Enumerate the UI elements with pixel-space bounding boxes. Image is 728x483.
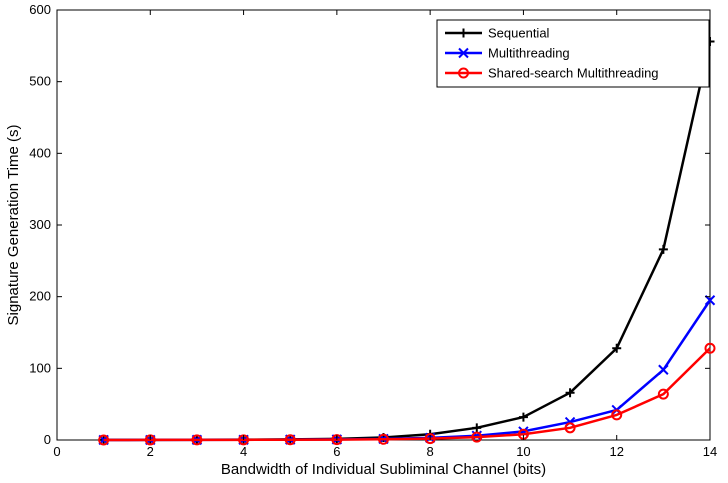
- data-point: [472, 423, 482, 433]
- data-point: [657, 388, 669, 400]
- series-layer: [98, 37, 716, 446]
- y-tick-label: 500: [29, 74, 51, 89]
- data-point: [564, 422, 576, 434]
- x-tick-label: 12: [609, 444, 623, 459]
- series-line: [103, 347, 711, 442]
- data-point: [191, 434, 203, 446]
- data-point: [612, 343, 622, 353]
- data-point: [424, 433, 436, 445]
- legend-label: Multithreading: [488, 46, 570, 61]
- legend-label: Sequential: [488, 26, 550, 41]
- data-point: [611, 409, 623, 421]
- data-point: [98, 434, 110, 446]
- legend-box: [436, 19, 710, 88]
- series-shared-search-multithreading: [98, 342, 716, 446]
- x-tick-label: 10: [516, 444, 530, 459]
- x-axis-label: Bandwidth of Individual Subliminal Chann…: [221, 461, 546, 478]
- data-point: [284, 434, 296, 446]
- x-tick-label: 0: [53, 444, 60, 459]
- y-tick-label: 0: [44, 432, 51, 447]
- legend-marker: [458, 67, 469, 79]
- x-tick-label: 14: [703, 444, 717, 459]
- data-point: [518, 412, 528, 422]
- data-point: [471, 431, 483, 443]
- x-tick-label: 8: [427, 444, 434, 459]
- data-point: [565, 388, 575, 398]
- x-tick-label: 2: [147, 444, 154, 459]
- legend-marker: [458, 47, 469, 59]
- legend-marker: [459, 28, 468, 38]
- legend: Sequential Multithreading Shared-search Mu…: [436, 19, 710, 88]
- series-line: [103, 41, 712, 442]
- y-axis-label: Signature Generation Time (s): [5, 125, 22, 326]
- x-tick-label: 6: [333, 444, 340, 459]
- tick-layer: 0 2 4 6 8 10 12 14 0 100 200 300 400 500 600: [29, 2, 717, 459]
- y-tick-label: 100: [29, 360, 51, 375]
- data-point: [378, 433, 389, 445]
- y-tick-label: 600: [29, 2, 51, 17]
- data-point: [658, 364, 669, 375]
- x-tick-label: 4: [240, 444, 247, 459]
- data-point: [704, 342, 716, 354]
- series-multithreading: [98, 295, 716, 446]
- y-tick-label: 400: [29, 145, 51, 160]
- series-sequential: [99, 37, 715, 445]
- y-tick-label: 300: [29, 217, 51, 232]
- data-point: [704, 295, 716, 306]
- y-tick-label: 200: [29, 289, 51, 304]
- data-point: [658, 244, 668, 254]
- legend-label: Shared-search Multithreading: [488, 66, 659, 81]
